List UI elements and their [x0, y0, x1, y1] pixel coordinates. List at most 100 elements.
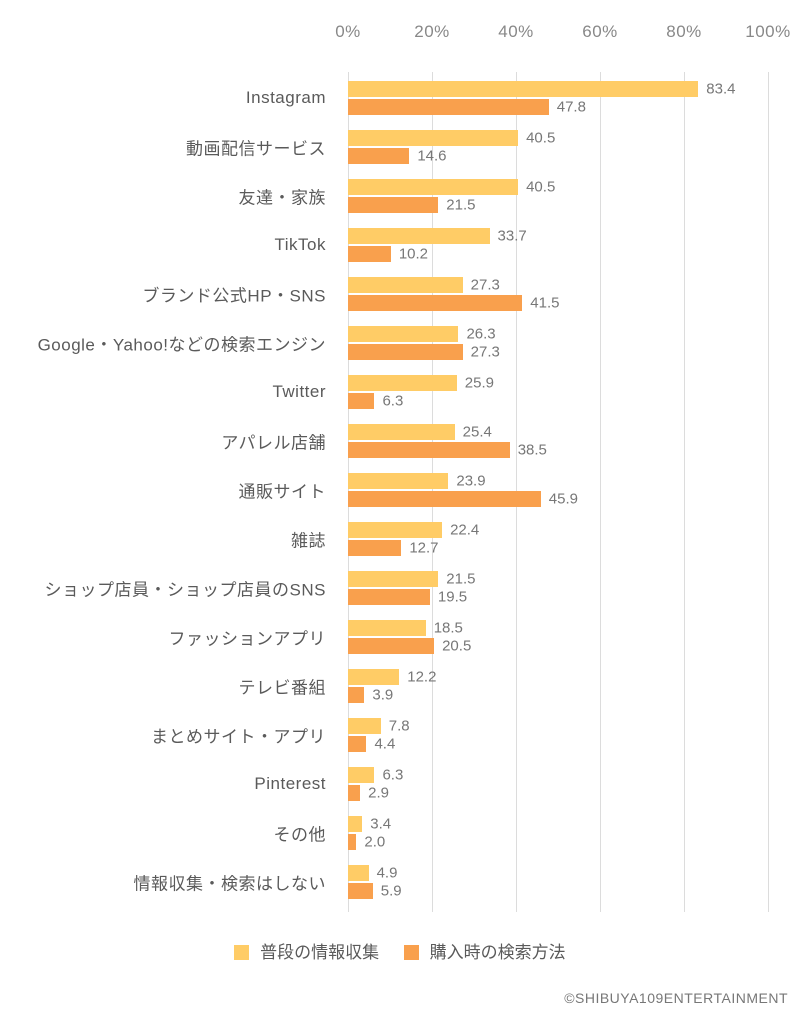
bar-value-label: 12.2 — [399, 669, 436, 686]
bar-series-a: 6.3 — [348, 767, 374, 783]
category-label: ファッションアプリ — [169, 625, 349, 650]
bar-value-label: 3.9 — [364, 687, 393, 704]
bar-value-label: 6.3 — [374, 393, 403, 410]
chart-row: ファッションアプリ18.520.5 — [348, 615, 768, 658]
bar-series-a: 33.7 — [348, 228, 490, 244]
bar-value-label: 21.5 — [438, 571, 475, 588]
bar-series-a: 7.8 — [348, 718, 381, 734]
bar-series-a: 4.9 — [348, 865, 369, 881]
bar-series-b: 4.4 — [348, 736, 366, 752]
bar-value-label: 12.7 — [401, 540, 438, 557]
footer-credit: ©SHIBUYA109ENTERTAINMENT — [564, 990, 788, 1006]
bar-series-b: 19.5 — [348, 589, 430, 605]
chart-row: Twitter25.96.3 — [348, 370, 768, 413]
chart-row: 情報収集・検索はしない4.95.9 — [348, 860, 768, 903]
plot-area: 0%20%40%60%80%100%Instagram83.447.8動画配信サ… — [348, 72, 768, 912]
bar-series-a: 3.4 — [348, 816, 362, 832]
chart-row: アパレル店舗25.438.5 — [348, 419, 768, 462]
chart-row: 友達・家族40.521.5 — [348, 174, 768, 217]
bar-series-b: 20.5 — [348, 638, 434, 654]
bar-value-label: 26.3 — [458, 326, 495, 343]
bar-value-label: 40.5 — [518, 130, 555, 147]
bar-series-b: 47.8 — [348, 99, 549, 115]
category-label: まとめサイト・アプリ — [151, 723, 348, 748]
bar-value-label: 27.3 — [463, 277, 500, 294]
bar-value-label: 23.9 — [448, 473, 485, 490]
bar-value-label: 6.3 — [374, 767, 403, 784]
legend-swatch-a — [234, 945, 249, 960]
chart-row: Google・Yahoo!などの検索エンジン26.327.3 — [348, 321, 768, 364]
bar-value-label: 18.5 — [426, 620, 463, 637]
bar-series-b: 2.0 — [348, 834, 356, 850]
category-label: アパレル店舗 — [221, 429, 348, 454]
bar-value-label: 22.4 — [442, 522, 479, 539]
bar-series-b: 27.3 — [348, 344, 463, 360]
bar-value-label: 20.5 — [434, 638, 471, 655]
bar-value-label: 7.8 — [381, 718, 410, 735]
bar-series-b: 3.9 — [348, 687, 364, 703]
bar-value-label: 25.4 — [455, 424, 492, 441]
category-label: その他 — [274, 821, 349, 846]
bar-value-label: 45.9 — [541, 491, 578, 508]
chart-container: 0%20%40%60%80%100%Instagram83.447.8動画配信サ… — [0, 0, 800, 1014]
x-axis-label: 20% — [414, 22, 450, 42]
category-label: Twitter — [272, 382, 348, 402]
bar-series-b: 10.2 — [348, 246, 391, 262]
bar-series-a: 83.4 — [348, 81, 698, 97]
x-axis-label: 100% — [745, 22, 790, 42]
bar-value-label: 21.5 — [438, 197, 475, 214]
category-label: ショップ店員・ショップ店員のSNS — [45, 576, 348, 601]
bar-value-label: 4.9 — [369, 865, 398, 882]
chart-row: その他3.42.0 — [348, 811, 768, 854]
chart-row: ブランド公式HP・SNS27.341.5 — [348, 272, 768, 315]
category-label: 通販サイト — [239, 478, 349, 503]
bar-series-a: 27.3 — [348, 277, 463, 293]
bar-value-label: 14.6 — [409, 148, 446, 165]
bar-value-label: 10.2 — [391, 246, 428, 263]
chart-row: まとめサイト・アプリ7.84.4 — [348, 713, 768, 756]
chart-row: Pinterest6.32.9 — [348, 762, 768, 805]
chart-row: TikTok33.710.2 — [348, 223, 768, 266]
legend-label-a: 普段の情報収集 — [260, 943, 379, 962]
bar-value-label: 5.9 — [373, 883, 402, 900]
bar-value-label: 83.4 — [698, 81, 735, 98]
bar-value-label: 2.0 — [356, 834, 385, 851]
bar-value-label: 41.5 — [522, 295, 559, 312]
chart-row: 雑誌22.412.7 — [348, 517, 768, 560]
category-label: 動画配信サービス — [186, 135, 348, 160]
chart-row: Instagram83.447.8 — [348, 76, 768, 119]
legend-item-b: 購入時の検索方法 — [404, 938, 566, 963]
category-label: Pinterest — [254, 774, 348, 794]
chart-row: ショップ店員・ショップ店員のSNS21.519.5 — [348, 566, 768, 609]
bar-value-label: 27.3 — [463, 344, 500, 361]
category-label: ブランド公式HP・SNS — [142, 282, 348, 307]
legend-swatch-b — [404, 945, 419, 960]
category-label: Instagram — [246, 88, 348, 108]
bar-series-a: 40.5 — [348, 130, 518, 146]
category-label: 情報収集・検索はしない — [134, 870, 349, 895]
bar-value-label: 4.4 — [366, 736, 395, 753]
category-label: テレビ番組 — [239, 674, 349, 699]
bar-value-label: 25.9 — [457, 375, 494, 392]
bar-series-a: 21.5 — [348, 571, 438, 587]
bar-series-b: 2.9 — [348, 785, 360, 801]
bar-value-label: 2.9 — [360, 785, 389, 802]
chart-row: 通販サイト23.945.9 — [348, 468, 768, 511]
bar-value-label: 19.5 — [430, 589, 467, 606]
bar-series-a: 25.4 — [348, 424, 455, 440]
bar-value-label: 38.5 — [510, 442, 547, 459]
x-axis-label: 60% — [582, 22, 618, 42]
legend: 普段の情報収集 購入時の検索方法 — [0, 938, 800, 963]
category-label: TikTok — [275, 235, 349, 255]
bar-series-a: 26.3 — [348, 326, 458, 342]
bar-series-a: 40.5 — [348, 179, 518, 195]
bar-value-label: 33.7 — [490, 228, 527, 245]
category-label: 雑誌 — [291, 527, 348, 552]
bar-series-b: 45.9 — [348, 491, 541, 507]
bar-series-a: 12.2 — [348, 669, 399, 685]
legend-label-b: 購入時の検索方法 — [430, 943, 566, 962]
bar-series-b: 21.5 — [348, 197, 438, 213]
bar-series-b: 41.5 — [348, 295, 522, 311]
chart-row: 動画配信サービス40.514.6 — [348, 125, 768, 168]
bar-series-b: 6.3 — [348, 393, 374, 409]
